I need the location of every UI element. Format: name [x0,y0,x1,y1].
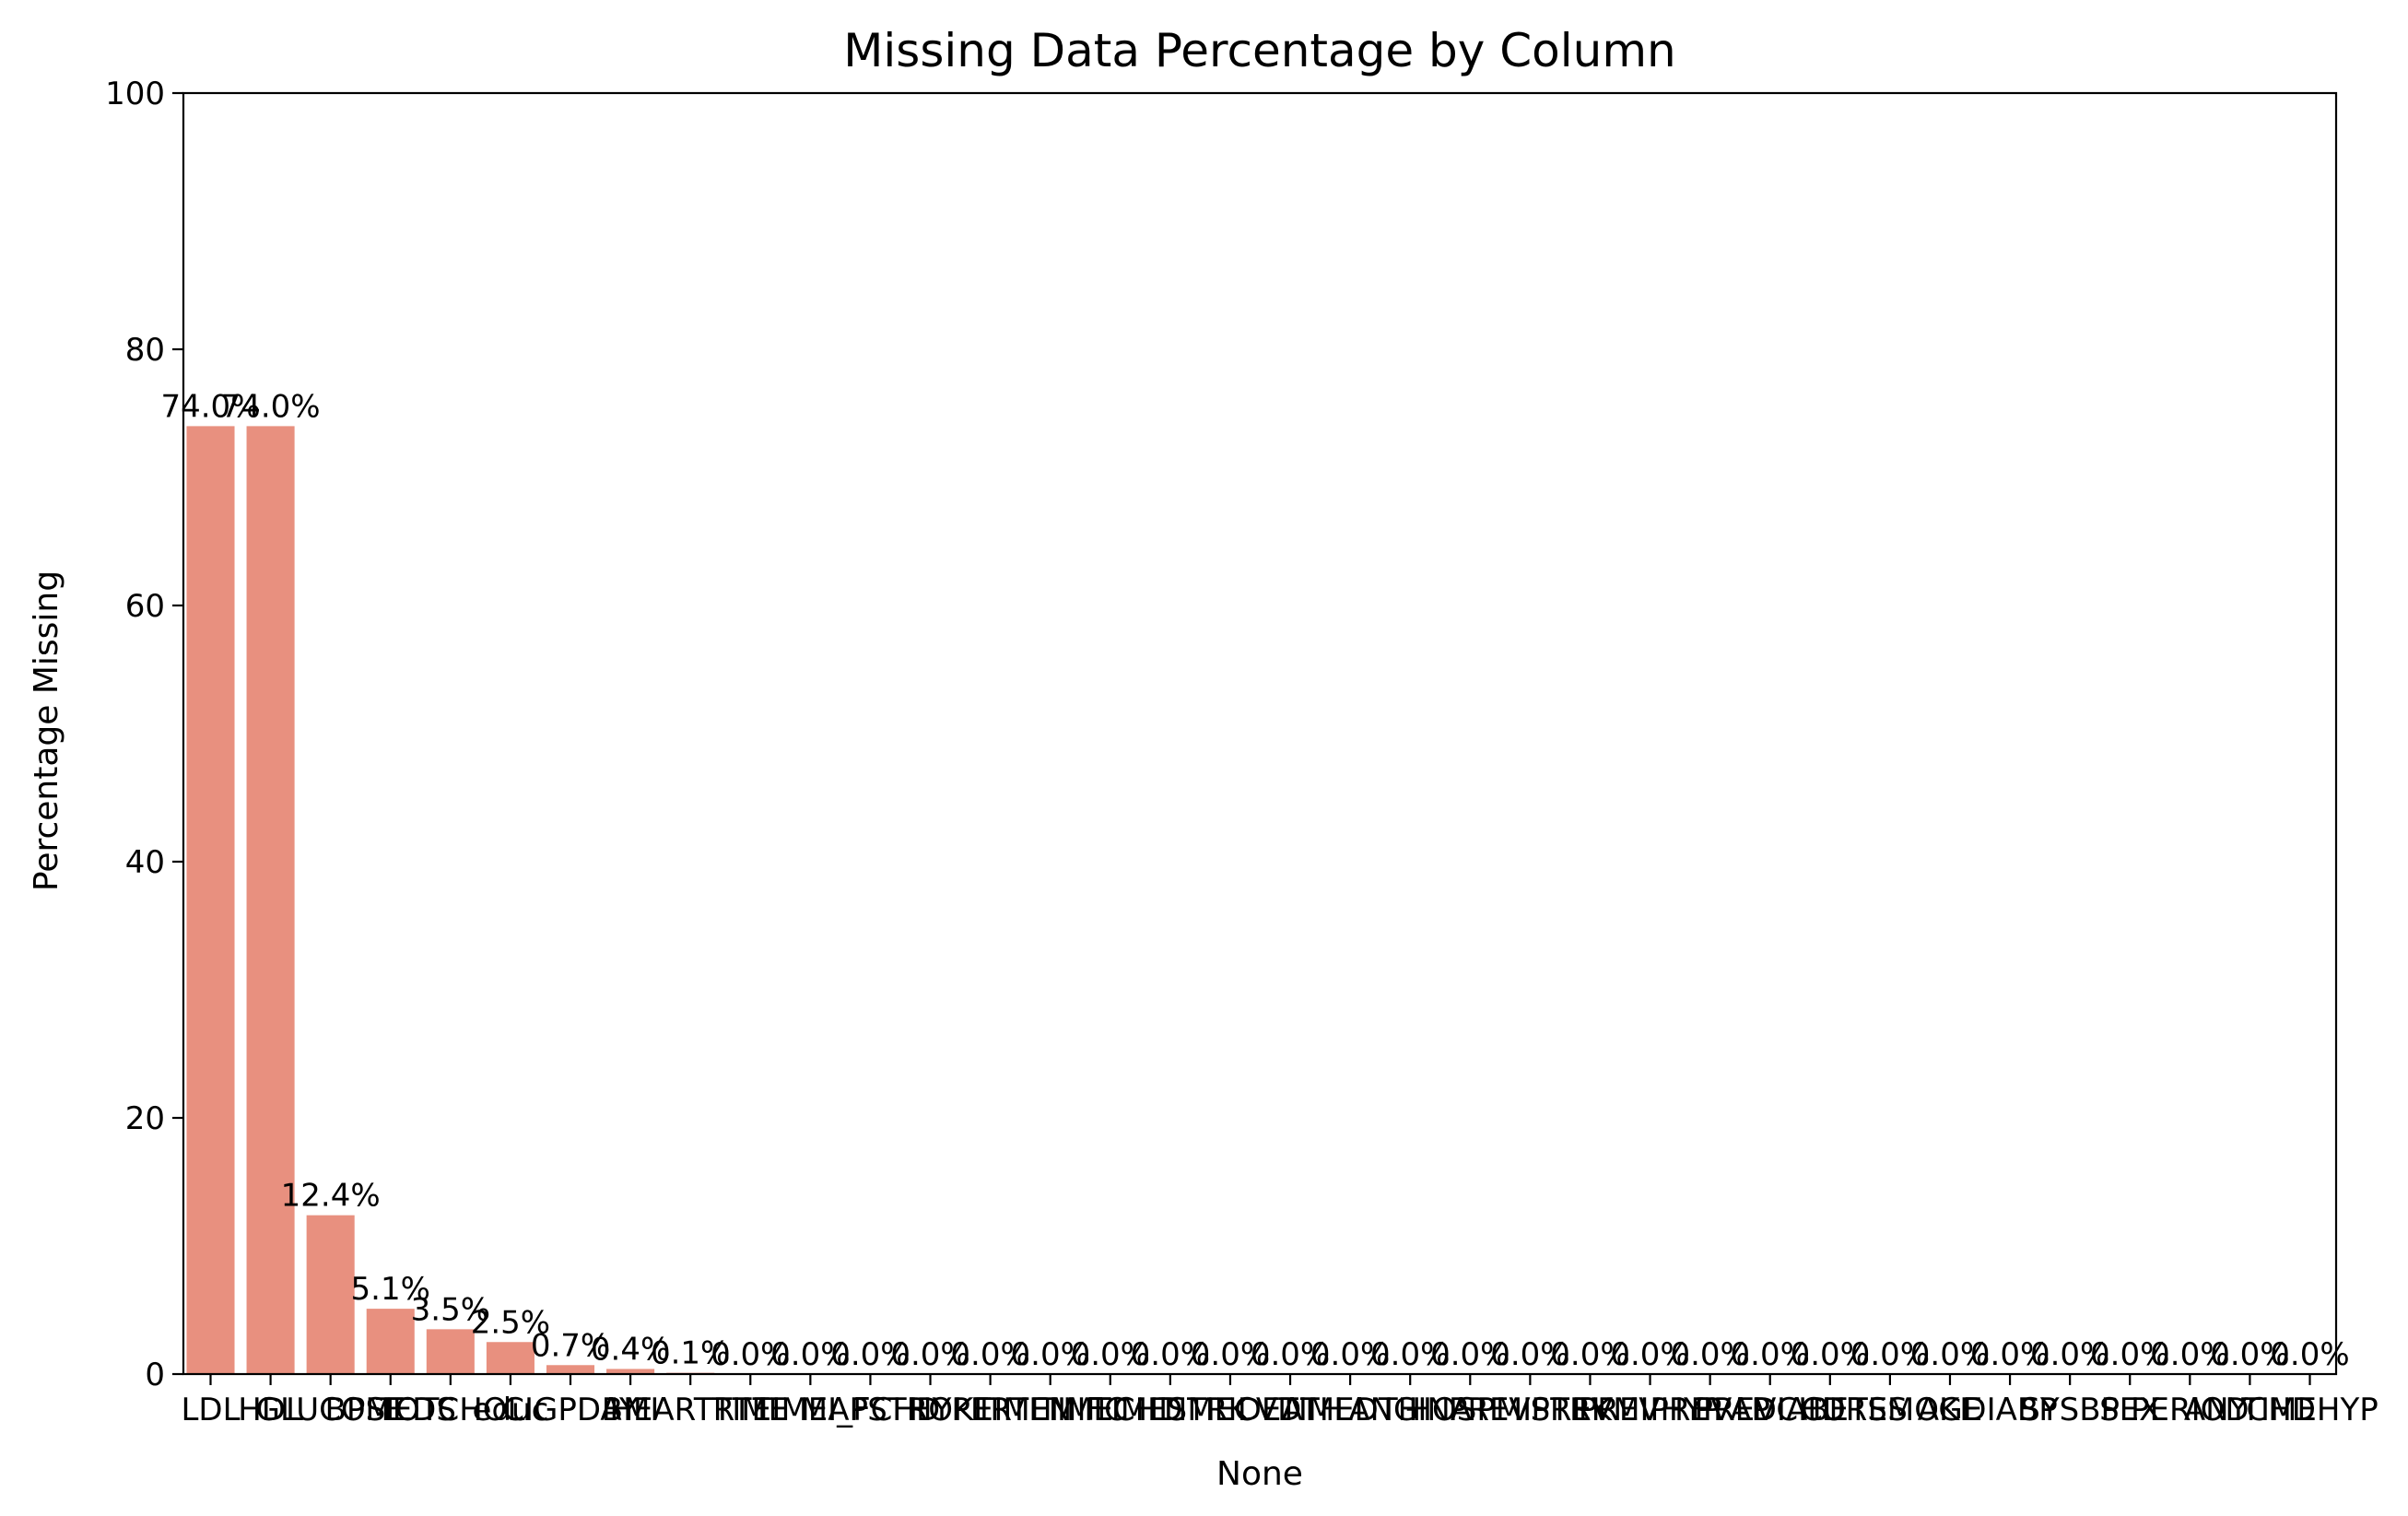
data-label-23: 0.0% [1550,1336,1629,1373]
x-tick-label-12: STROKE [867,1392,993,1428]
bar-series [186,426,715,1374]
bar-7 [606,1369,655,1374]
x-axis: LDLHDLGLUCOSEBPMEDSTOTCHOLeducCIGPDAYBMI… [181,1374,2379,1428]
x-tick-label-24: PREVHYP [1579,1392,1722,1428]
data-label-9: 0.0% [711,1336,790,1373]
x-tick-label-5: educ [473,1392,549,1428]
bar-4 [426,1329,475,1374]
x-tick-label-27: DIABETES [1753,1392,1908,1428]
data-label-5: 2.5% [471,1304,550,1341]
x-tick-label-34: ANYCHD [2184,1392,2316,1428]
data-label-0: 74.0% [160,388,260,425]
x-tick-label-16: TIMESTRK [1091,1392,1251,1428]
x-tick-label-8: HEARTRTE [609,1392,771,1428]
data-label-32: 0.0% [2090,1336,2169,1373]
data-label-16: 0.0% [1131,1336,1210,1373]
x-tick-label-29: AGE [1918,1392,1983,1428]
x-tick-label-9: TIME [711,1392,788,1428]
data-label-14: 0.0% [1011,1336,1090,1373]
data-label-19: 0.0% [1310,1336,1390,1373]
x-tick-label-21: HOSPMI [1408,1392,1532,1428]
x-tick-label-14: TIMEMIFC [974,1392,1126,1428]
data-label-33: 0.0% [2150,1336,2229,1373]
data-label-20: 0.0% [1370,1336,1450,1373]
y-tick-label-5: 100 [105,76,165,112]
x-tick-label-1: HDL [238,1392,303,1428]
data-label-30: 0.0% [1970,1336,2050,1373]
x-tick-label-18: DEATH [1238,1392,1344,1428]
x-tick-label-4: TOTCHOL [375,1392,524,1428]
data-label-1: 74.0% [221,388,321,425]
bar-6 [546,1365,595,1374]
x-tick-label-10: TIMEAP [752,1392,868,1428]
data-label-6: 0.7% [531,1327,610,1364]
data-label-15: 0.0% [1071,1336,1150,1373]
y-tick-label-1: 20 [125,1100,165,1137]
data-label-31: 0.0% [2030,1336,2109,1373]
bar-3 [366,1309,415,1374]
plot-frame [182,91,2338,1376]
data-label-10: 0.0% [770,1336,850,1373]
data-label-4: 3.5% [411,1291,490,1328]
x-tick-label-2: GLUCOSE [256,1392,405,1428]
x-tick-label-23: PREVMI [1531,1392,1649,1428]
x-tick-label-7: BMI [602,1392,660,1428]
x-tick-label-28: CURSMOKE [1801,1392,1979,1428]
data-label-2: 12.4% [281,1178,381,1215]
data-label-17: 0.0% [1191,1336,1270,1373]
data-label-12: 0.0% [890,1336,969,1373]
x-tick-label-17: TIMECVD [1158,1392,1302,1428]
data-label-35: 0.0% [2270,1336,2349,1373]
data-label-29: 0.0% [1910,1336,1990,1373]
data-label-26: 0.0% [1731,1336,1810,1373]
data-label-25: 0.0% [1670,1336,1749,1373]
x-tick-label-6: CIGPDAY [502,1392,639,1428]
x-tick-label-22: PREVSTRK [1449,1392,1614,1428]
bar-1 [246,426,295,1374]
y-tick-label-4: 80 [125,332,165,369]
x-tick-label-0: LDL [181,1392,240,1428]
bar-0 [186,426,235,1374]
data-label-27: 0.0% [1791,1336,1870,1373]
data-label-11: 0.0% [830,1336,910,1373]
x-tick-label-25: PREVAP [1650,1392,1769,1428]
x-tick-label-30: DIABP [1962,1392,2057,1428]
y-tick-label-3: 60 [125,588,165,625]
data-label-21: 0.0% [1430,1336,1509,1373]
data-labels: 74.0%74.0%12.4%5.1%3.5%2.5%0.7%0.4%0.1%0… [160,388,2349,1373]
y-tick-label-0: 0 [145,1357,165,1393]
x-tick-label-33: PERIOD [2131,1392,2249,1428]
x-tick-label-13: HYPERTEN [909,1392,1072,1428]
x-tick-label-35: TIMEHYP [2240,1392,2378,1428]
data-label-3: 5.1% [351,1271,430,1308]
x-tick-label-26: PREVCHD [1695,1392,1846,1428]
chart-title: Missing Data Percentage by Column [843,24,1676,77]
x-tick-label-19: TIMEDTH [1278,1392,1421,1428]
bar-5 [486,1342,534,1374]
y-axis: 0 20 40 60 80 100 [105,76,183,1393]
data-label-28: 0.0% [1850,1336,1930,1373]
x-tick-label-20: ANGINA [1348,1392,1472,1428]
x-axis-label: None [1216,1455,1303,1493]
x-tick-label-11: MI_FCHD [801,1392,940,1428]
y-tick-label-2: 40 [125,844,165,881]
data-label-22: 0.0% [1490,1336,1569,1373]
data-label-7: 0.4% [591,1331,670,1368]
x-tick-label-31: SYSBP [2020,1392,2120,1428]
x-tick-label-3: BPMEDS [325,1392,456,1428]
data-label-34: 0.0% [2210,1336,2289,1373]
data-label-8: 0.1% [651,1335,730,1372]
data-label-13: 0.0% [950,1336,1029,1373]
y-axis-label: Percentage Missing [28,570,65,891]
bar-2 [306,1215,355,1374]
x-tick-label-32: SEX [2099,1392,2160,1428]
data-label-24: 0.0% [1610,1336,1689,1373]
x-tick-label-15: TIMECHD [1037,1392,1182,1428]
data-label-18: 0.0% [1251,1336,1330,1373]
